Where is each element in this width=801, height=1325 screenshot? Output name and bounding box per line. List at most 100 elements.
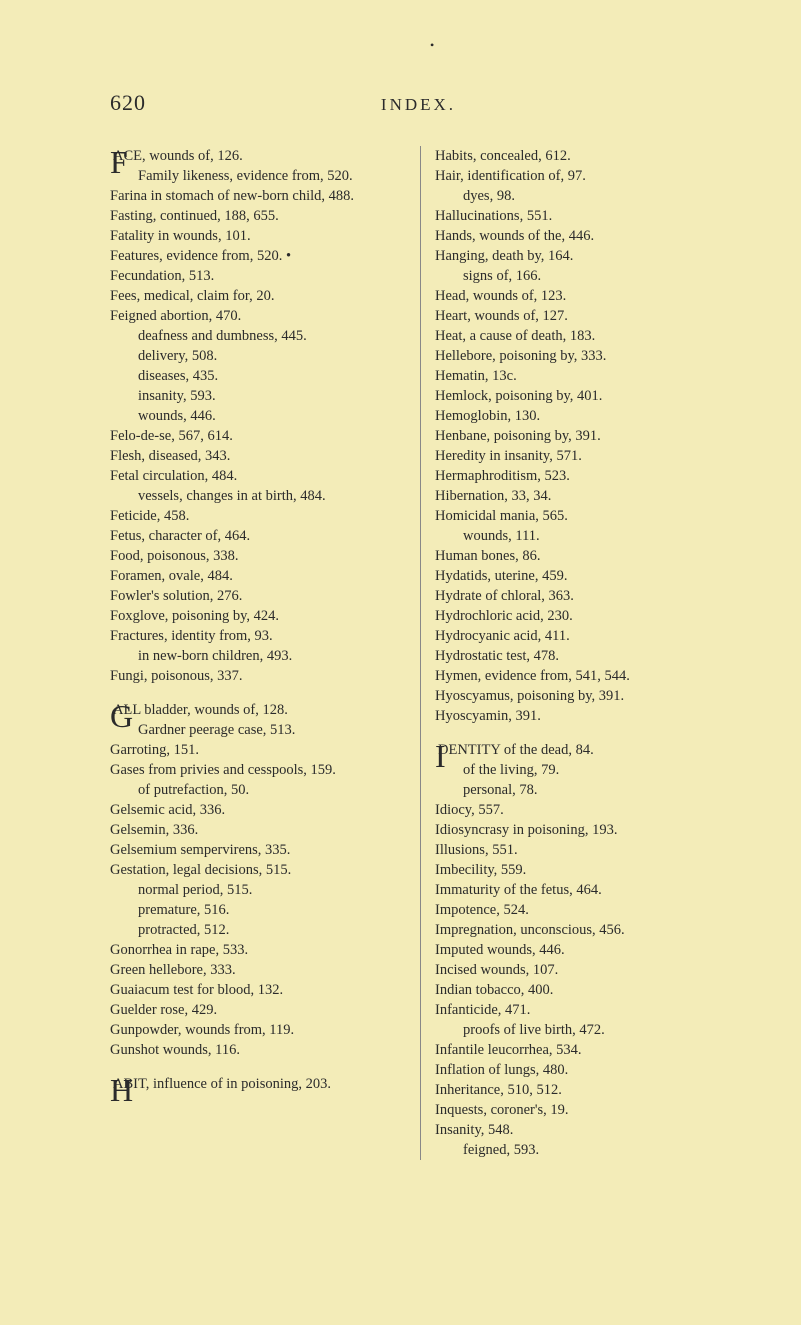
index-entry: Gardner peerage case, 513.	[110, 720, 406, 740]
left-column: FACE, wounds of, 126. Family likeness, e…	[110, 146, 421, 1160]
index-entry: Hydatids, uterine, 459.	[435, 566, 731, 586]
index-subentry: deafness and dumbness, 445.	[110, 326, 406, 346]
index-entry: Habits, concealed, 612.	[435, 146, 731, 166]
index-entry: Feticide, 458.	[110, 506, 406, 526]
bullet-mark: •	[430, 38, 434, 53]
page-header: 620 INDEX.	[110, 90, 731, 116]
index-subentry: proofs of live birth, 472.	[435, 1020, 731, 1040]
index-entry: Hematin, 13c.	[435, 366, 731, 386]
index-subentry: dyes, 98.	[435, 186, 731, 206]
index-entry: Fetus, character of, 464.	[110, 526, 406, 546]
index-block-f: FACE, wounds of, 126. Family likeness, e…	[110, 146, 406, 686]
index-entry: Idiocy, 557.	[435, 800, 731, 820]
index-entry: Foramen, ovale, 484.	[110, 566, 406, 586]
index-entry: Hydrocyanic acid, 411.	[435, 626, 731, 646]
index-entry: Fractures, identity from, 93.	[110, 626, 406, 646]
index-entry: Fetal circulation, 484.	[110, 466, 406, 486]
index-entry: Guaiacum test for blood, 132.	[110, 980, 406, 1000]
right-column: Habits, concealed, 612. Hair, identifica…	[421, 146, 731, 1160]
index-entry: DENTITY of the dead, 84.	[438, 742, 594, 758]
index-block-g: GALL bladder, wounds of, 128. Gardner pe…	[110, 700, 406, 1060]
index-entry: Fatality in wounds, 101.	[110, 226, 406, 246]
index-entry: Insanity, 548.	[435, 1120, 731, 1140]
index-entry: Head, wounds of, 123.	[435, 286, 731, 306]
index-entry: ACE, wounds of, 126.	[113, 148, 243, 164]
index-entry: Incised wounds, 107.	[435, 960, 731, 980]
index-entry: Imbecility, 559.	[435, 860, 731, 880]
index-entry: Heredity in insanity, 571.	[435, 446, 731, 466]
index-entry: Hydrate of chloral, 363.	[435, 586, 731, 606]
index-entry: Illusions, 551.	[435, 840, 731, 860]
index-entry: Human bones, 86.	[435, 546, 731, 566]
index-entry: Fees, medical, claim for, 20.	[110, 286, 406, 306]
index-subentry: protracted, 512.	[110, 920, 406, 940]
index-entry: Gunpowder, wounds from, 119.	[110, 1020, 406, 1040]
index-entry: Hallucinations, 551.	[435, 206, 731, 226]
index-entry: Fasting, continued, 188, 655.	[110, 206, 406, 226]
index-entry: Hyoscyamus, poisoning by, 391.	[435, 686, 731, 706]
index-entry: Gunshot wounds, 116.	[110, 1040, 406, 1060]
index-entry: Inquests, coroner's, 19.	[435, 1100, 731, 1120]
index-columns: FACE, wounds of, 126. Family likeness, e…	[110, 146, 731, 1160]
index-entry: Homicidal mania, 565.	[435, 506, 731, 526]
index-entry: Impotence, 524.	[435, 900, 731, 920]
index-entry: Farina in stomach of new-born child, 488…	[110, 186, 406, 206]
index-entry: Fecundation, 513.	[110, 266, 406, 286]
index-entry: Hibernation, 33, 34.	[435, 486, 731, 506]
index-entry: Idiosyncrasy in poisoning, 193.	[435, 820, 731, 840]
index-entry: Hair, identification of, 97.	[435, 166, 731, 186]
index-entry: Feigned abortion, 470.	[110, 306, 406, 326]
index-entry: Hyoscyamin, 391.	[435, 706, 731, 726]
index-entry: Indian tobacco, 400.	[435, 980, 731, 1000]
index-entry: Felo-de-se, 567, 614.	[110, 426, 406, 446]
index-entry: Hermaphroditism, 523.	[435, 466, 731, 486]
index-entry: Green hellebore, 333.	[110, 960, 406, 980]
index-entry: Hemlock, poisoning by, 401.	[435, 386, 731, 406]
index-entry: Gelsemin, 336.	[110, 820, 406, 840]
index-entry: Impregnation, unconscious, 456.	[435, 920, 731, 940]
index-entry: Guelder rose, 429.	[110, 1000, 406, 1020]
index-entry: Inheritance, 510, 512.	[435, 1080, 731, 1100]
index-entry: Family likeness, evidence from, 520.	[110, 166, 406, 186]
index-subentry: wounds, 111.	[435, 526, 731, 546]
index-entry: Garroting, 151.	[110, 740, 406, 760]
index-entry: Henbane, poisoning by, 391.	[435, 426, 731, 446]
index-subentry: vessels, changes in at birth, 484.	[110, 486, 406, 506]
index-entry: Fowler's solution, 276.	[110, 586, 406, 606]
index-entry: Hydrochloric acid, 230.	[435, 606, 731, 626]
index-subentry: premature, 516.	[110, 900, 406, 920]
index-entry: Infantile leucorrhea, 534.	[435, 1040, 731, 1060]
index-subentry: signs of, 166.	[435, 266, 731, 286]
index-entry: Gelsemic acid, 336.	[110, 800, 406, 820]
index-entry: Hymen, evidence from, 541, 544.	[435, 666, 731, 686]
index-entry: Hands, wounds of the, 446.	[435, 226, 731, 246]
index-entry: Hemoglobin, 130.	[435, 406, 731, 426]
index-entry: ABIT, influence of in poisoning, 203.	[113, 1076, 331, 1092]
index-entry: Flesh, diseased, 343.	[110, 446, 406, 466]
index-entry: Features, evidence from, 520. •	[110, 246, 406, 266]
index-entry: Hellebore, poisoning by, 333.	[435, 346, 731, 366]
index-entry: of the living, 79.	[435, 760, 731, 780]
index-entry: Fungi, poisonous, 337.	[110, 666, 406, 686]
index-entry: Gestation, legal decisions, 515.	[110, 860, 406, 880]
index-entry: Inflation of lungs, 480.	[435, 1060, 731, 1080]
index-entry: Heat, a cause of death, 183.	[435, 326, 731, 346]
index-entry: Foxglove, poisoning by, 424.	[110, 606, 406, 626]
index-entry: Infanticide, 471.	[435, 1000, 731, 1020]
index-entry: Food, poisonous, 338.	[110, 546, 406, 566]
index-entry: Gelsemium sempervirens, 335.	[110, 840, 406, 860]
index-entry: Gonorrhea in rape, 533.	[110, 940, 406, 960]
index-subentry: feigned, 593.	[435, 1140, 731, 1160]
index-entry: Hydrostatic test, 478.	[435, 646, 731, 666]
page-title: INDEX.	[106, 95, 731, 115]
index-subentry: delivery, 508.	[110, 346, 406, 366]
index-entry: personal, 78.	[435, 780, 731, 800]
index-block-h-cont: Habits, concealed, 612. Hair, identifica…	[435, 146, 731, 726]
index-entry: Hanging, death by, 164.	[435, 246, 731, 266]
index-entry: ALL bladder, wounds of, 128.	[113, 702, 288, 718]
index-entry: Heart, wounds of, 127.	[435, 306, 731, 326]
index-subentry: insanity, 593.	[110, 386, 406, 406]
index-subentry: of putrefaction, 50.	[110, 780, 406, 800]
index-entry: Imputed wounds, 446.	[435, 940, 731, 960]
index-block-h: HABIT, influence of in poisoning, 203.	[110, 1074, 406, 1094]
